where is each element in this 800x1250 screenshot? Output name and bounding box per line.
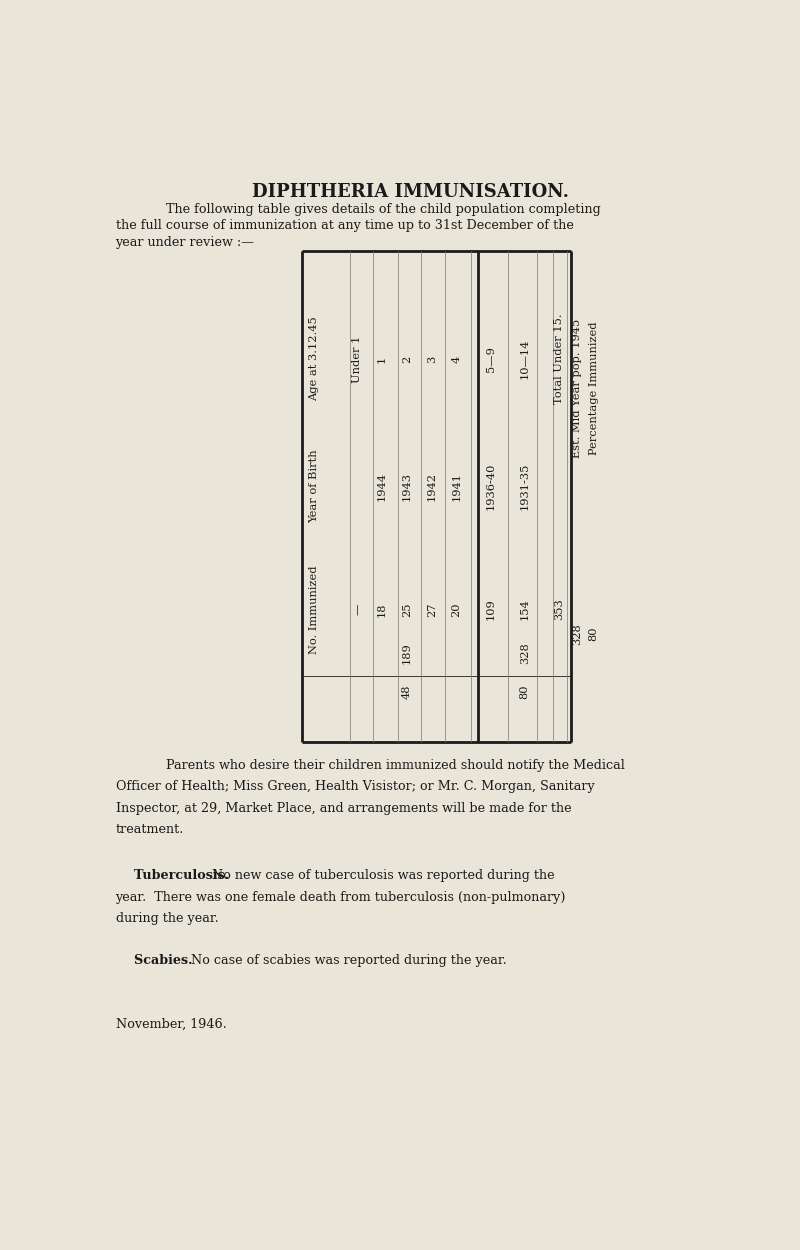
Text: 1944: 1944	[377, 472, 387, 501]
Text: DIPHTHERIA IMMUNISATION.: DIPHTHERIA IMMUNISATION.	[251, 182, 569, 201]
Text: 18: 18	[377, 602, 387, 616]
Text: Percentage Immunized: Percentage Immunized	[589, 321, 598, 455]
Text: November, 1946.: November, 1946.	[115, 1017, 226, 1030]
Text: 80: 80	[520, 685, 530, 699]
Text: 109: 109	[486, 599, 496, 620]
Text: year.  There was one female death from tuberculosis (non-pulmonary): year. There was one female death from tu…	[115, 890, 566, 904]
Text: No case of scabies was reported during the year.: No case of scabies was reported during t…	[187, 954, 506, 968]
Text: 1942: 1942	[426, 472, 437, 501]
Text: 328: 328	[520, 642, 530, 664]
Text: 353: 353	[554, 599, 564, 620]
Text: 20: 20	[451, 602, 462, 616]
Text: 1: 1	[377, 355, 387, 362]
Text: 48: 48	[402, 685, 412, 699]
Text: 1931-35: 1931-35	[520, 462, 530, 510]
Text: 2: 2	[402, 355, 412, 362]
Text: treatment.: treatment.	[115, 822, 184, 836]
Text: Est. Mid Year pop. 1945: Est. Mid Year pop. 1945	[573, 319, 582, 459]
Text: 80: 80	[589, 626, 598, 641]
Text: The following table gives details of the child population completing: The following table gives details of the…	[150, 202, 600, 216]
Text: Year of Birth: Year of Birth	[309, 450, 319, 524]
Text: —: —	[352, 604, 362, 615]
Text: 189: 189	[402, 642, 412, 664]
Text: 328: 328	[573, 622, 582, 645]
Text: 25: 25	[402, 602, 412, 616]
Text: the full course of immunization at any time up to 31st December of the: the full course of immunization at any t…	[115, 219, 574, 232]
Text: Parents who desire their children immunized should notify the Medical: Parents who desire their children immuni…	[150, 759, 625, 772]
Text: Tuberculosis.: Tuberculosis.	[115, 869, 229, 882]
Text: Age at 3.12.45: Age at 3.12.45	[309, 316, 319, 401]
Text: 154: 154	[520, 599, 530, 620]
Text: Under 1: Under 1	[352, 335, 362, 382]
Text: 4: 4	[451, 355, 462, 362]
Text: year under review :—: year under review :—	[115, 236, 254, 249]
Text: Inspector, at 29, Market Place, and arrangements will be made for the: Inspector, at 29, Market Place, and arra…	[115, 801, 571, 815]
Text: Officer of Health; Miss Green, Health Visistor; or Mr. C. Morgan, Sanitary: Officer of Health; Miss Green, Health Vi…	[115, 780, 594, 794]
Text: during the year.: during the year.	[115, 911, 218, 925]
Text: 1943: 1943	[402, 472, 412, 501]
Text: No. Immunized: No. Immunized	[309, 565, 319, 654]
Text: 27: 27	[426, 602, 437, 616]
Text: Total Under 15.: Total Under 15.	[554, 314, 564, 404]
Text: 1936-40: 1936-40	[486, 462, 496, 510]
Text: No new case of tuberculosis was reported during the: No new case of tuberculosis was reported…	[209, 869, 555, 882]
Text: 5—9: 5—9	[486, 346, 496, 372]
Text: Scabies.: Scabies.	[115, 954, 192, 968]
Text: 10—14: 10—14	[520, 339, 530, 379]
Text: 1941: 1941	[451, 472, 462, 501]
Text: 3: 3	[426, 355, 437, 362]
